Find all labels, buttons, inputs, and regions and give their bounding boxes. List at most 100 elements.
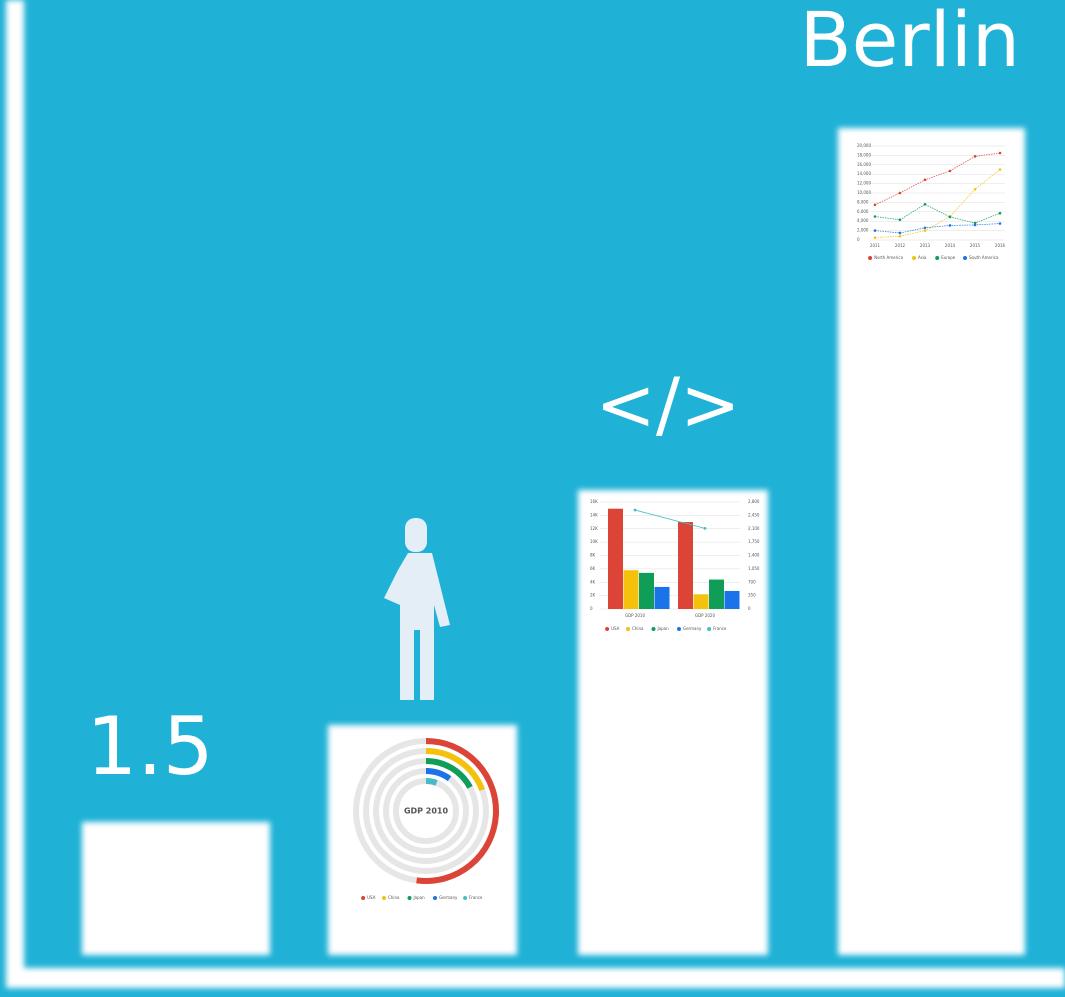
point xyxy=(973,187,977,191)
x-tick-label: 2016 xyxy=(995,243,1006,248)
legend-label: North America xyxy=(874,255,904,260)
point xyxy=(948,169,952,173)
point xyxy=(923,226,927,230)
y-tick-label: 14,000 xyxy=(857,171,871,176)
y-tick-label: 10K xyxy=(590,539,598,544)
y2-tick-label: 2,450 xyxy=(748,512,760,517)
y2-tick-label: 2,800 xyxy=(748,499,760,504)
legend-label: Asia xyxy=(918,255,927,260)
legend-swatch xyxy=(361,896,366,900)
point xyxy=(898,218,902,222)
legend-label: France xyxy=(469,895,483,900)
point xyxy=(898,231,902,235)
point xyxy=(703,526,707,530)
y-tick-label: 16K xyxy=(590,499,598,504)
y2-tick-label: 700 xyxy=(748,579,756,584)
point xyxy=(898,191,902,195)
legend-label: South America xyxy=(969,255,999,260)
y-tick-label: 8K xyxy=(590,553,596,558)
point xyxy=(973,223,977,227)
point xyxy=(998,151,1002,155)
y-tick-label: 12K xyxy=(590,526,598,531)
chart-title: GDP 2010 xyxy=(404,807,449,816)
legend-swatch xyxy=(605,627,610,631)
y2-tick-label: 1,400 xyxy=(748,553,760,558)
point xyxy=(898,234,902,238)
x-tick-label: GDP 2020 xyxy=(695,613,715,618)
y-tick-label: 8,000 xyxy=(857,199,869,204)
point xyxy=(998,211,1002,215)
y-tick-label: 16,000 xyxy=(857,162,871,167)
y-tick-label: 14K xyxy=(590,512,598,517)
y-tick-label: 2,000 xyxy=(857,228,869,233)
legend-label: China xyxy=(632,626,644,631)
line xyxy=(874,223,1001,234)
bar xyxy=(724,590,740,609)
x-tick-label: 2013 xyxy=(920,243,931,248)
y-tick-label: 2K xyxy=(590,593,596,598)
y-tick-label: 4K xyxy=(590,579,596,584)
x-tick-label: 2014 xyxy=(945,243,956,248)
x-tick-label: 2012 xyxy=(895,243,906,248)
y-tick-label: 0 xyxy=(857,237,860,242)
point xyxy=(873,229,877,232)
bar xyxy=(709,579,724,609)
y-tick-label: 6K xyxy=(590,566,596,571)
point xyxy=(873,215,877,218)
point xyxy=(998,168,1002,171)
line xyxy=(634,509,706,529)
column xyxy=(838,128,1025,955)
point xyxy=(973,221,977,225)
legend-swatch xyxy=(407,896,412,900)
title: Berlin xyxy=(799,0,1020,84)
line xyxy=(874,152,1001,206)
bar xyxy=(678,522,693,609)
point xyxy=(873,236,877,239)
point xyxy=(633,508,637,512)
point xyxy=(973,155,977,158)
legend-swatch xyxy=(626,627,630,631)
y2-tick-label: 350 xyxy=(748,593,756,598)
axis-vertical xyxy=(6,0,24,985)
bar xyxy=(654,586,670,609)
legend-swatch xyxy=(651,627,656,631)
y-tick-label: 0 xyxy=(590,606,593,611)
radial-bar xyxy=(425,768,452,782)
axis-horizontal xyxy=(6,968,1065,988)
legend-swatch xyxy=(463,896,468,900)
bar xyxy=(623,570,639,609)
x-tick-label: 2011 xyxy=(870,243,881,248)
column xyxy=(82,822,270,955)
y2-tick-label: 0 xyxy=(748,606,751,611)
y2-tick-label: 1,750 xyxy=(748,539,760,544)
y-tick-label: 20,000 xyxy=(857,143,871,148)
line xyxy=(874,169,1001,238)
radial-bar xyxy=(425,748,485,792)
radial-bar xyxy=(425,758,473,789)
y2-tick-label: 2,100 xyxy=(748,526,760,531)
legend-label: USA xyxy=(367,895,376,900)
y2-tick-label: 1,050 xyxy=(748,566,760,571)
legend-label: USA xyxy=(611,626,620,631)
y-tick-label: 6,000 xyxy=(857,209,869,214)
legend-swatch xyxy=(935,256,940,260)
legend-label: Japan xyxy=(413,895,426,900)
bar xyxy=(693,594,709,609)
legend-swatch xyxy=(382,896,386,900)
line xyxy=(874,203,1001,224)
legend-label: Europe xyxy=(941,255,956,260)
legend-swatch xyxy=(677,627,681,631)
y-tick-label: 10,000 xyxy=(857,190,871,195)
legend-swatch xyxy=(912,256,916,260)
point xyxy=(923,229,927,232)
legend-label: France xyxy=(713,626,727,631)
point xyxy=(948,224,952,227)
legend-label: China xyxy=(388,895,400,900)
radial-bar xyxy=(425,778,438,786)
point xyxy=(948,215,952,219)
x-tick-label: GDP 2010 xyxy=(625,613,645,618)
y-tick-label: 12,000 xyxy=(857,181,871,186)
point xyxy=(923,202,927,206)
